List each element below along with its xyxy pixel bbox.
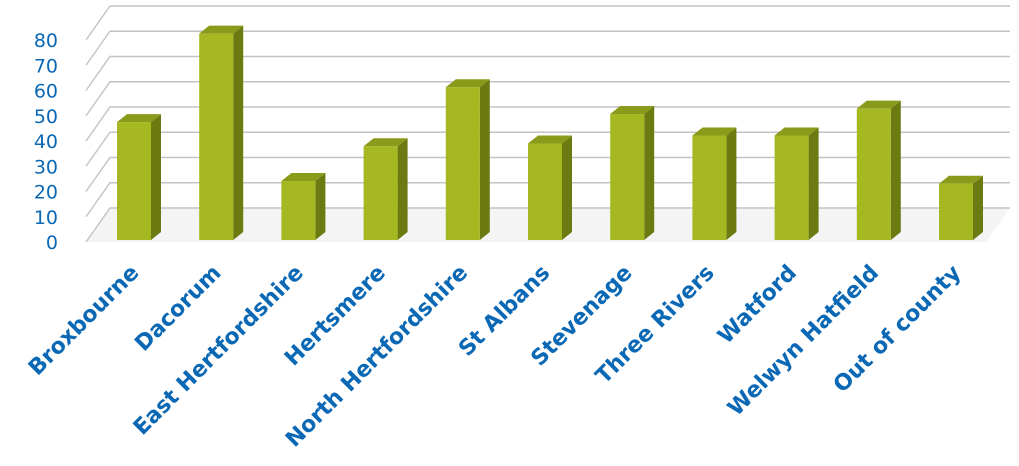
y-tick-label: 40: [34, 131, 58, 153]
bar-side: [479, 79, 490, 241]
x-tick-label: East Hertfordshire: [129, 261, 309, 441]
x-tick-label: Watford: [713, 261, 801, 349]
bar-top: [528, 135, 572, 144]
bar-top: [199, 25, 244, 34]
y-axis-ticks: 0 10 20 30 40 50 60 70 80: [34, 30, 58, 254]
y-tick-label: 0: [46, 232, 58, 254]
bar-side: [315, 173, 326, 240]
bar-group: [610, 106, 655, 240]
gridline-60: [85, 55, 1010, 91]
bar-group: [445, 79, 490, 241]
bar-group: [856, 100, 901, 241]
bar-side: [397, 138, 408, 240]
bar-side: [562, 135, 572, 240]
bar-top: [856, 100, 901, 109]
y-tick-label: 60: [34, 81, 58, 103]
bar: [363, 146, 398, 240]
bar-side: [973, 175, 983, 240]
y-tick-label: 30: [34, 156, 58, 178]
bar-top: [117, 114, 161, 123]
gridline-50: [85, 81, 1010, 117]
bar: [528, 143, 562, 240]
bar: [939, 183, 973, 240]
bar-side: [890, 100, 901, 241]
bar-top: [692, 127, 737, 136]
bar-group: [939, 175, 983, 240]
gridline-80: [85, 5, 1010, 41]
bar-top: [939, 175, 983, 184]
bar: [199, 33, 234, 240]
bar: [117, 122, 151, 240]
y-tick-label: 70: [34, 55, 58, 77]
bar: [281, 181, 316, 240]
bar: [692, 135, 727, 240]
bar-group: [363, 138, 408, 240]
gridline-40: [85, 106, 1010, 142]
gridline-70: [85, 30, 1010, 66]
bar-group: [692, 127, 737, 240]
bars: [117, 25, 983, 241]
bar-group: [117, 114, 161, 240]
bar-top: [774, 127, 819, 136]
bar-group: [281, 173, 326, 240]
bar: [445, 87, 480, 241]
bar-side: [726, 127, 737, 240]
bar-top: [610, 106, 655, 115]
bar-group: [774, 127, 819, 240]
x-tick-label: Broxbourne: [24, 261, 144, 381]
bar: [774, 135, 809, 240]
x-tick-label: Welwyn Hatfield: [723, 261, 884, 422]
bar-group: [528, 135, 572, 240]
bar-group: [199, 25, 244, 240]
bar-side: [151, 114, 161, 240]
y-tick-label: 10: [34, 207, 58, 229]
bar: [856, 108, 891, 241]
bar-side: [644, 106, 655, 240]
bar-side: [808, 127, 819, 240]
y-tick-label: 20: [34, 182, 58, 204]
bar-top: [363, 138, 408, 147]
y-tick-label: 50: [34, 106, 58, 128]
bar-top: [445, 79, 490, 88]
y-tick-label: 80: [34, 30, 58, 52]
bar-side: [233, 25, 244, 240]
bar: [610, 114, 645, 240]
bar-top: [281, 173, 326, 182]
